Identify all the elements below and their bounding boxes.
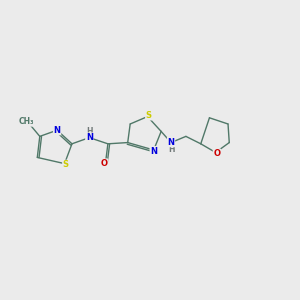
Text: H: H [86, 127, 93, 136]
Text: O: O [213, 149, 220, 158]
Text: O: O [101, 159, 108, 168]
Text: H: H [168, 145, 174, 154]
Text: N: N [168, 138, 175, 147]
Text: S: S [146, 111, 152, 120]
Text: N: N [150, 147, 157, 156]
Text: N: N [86, 133, 93, 142]
Text: S: S [63, 160, 69, 169]
Text: CH₃: CH₃ [18, 117, 34, 126]
Text: N: N [54, 126, 61, 135]
